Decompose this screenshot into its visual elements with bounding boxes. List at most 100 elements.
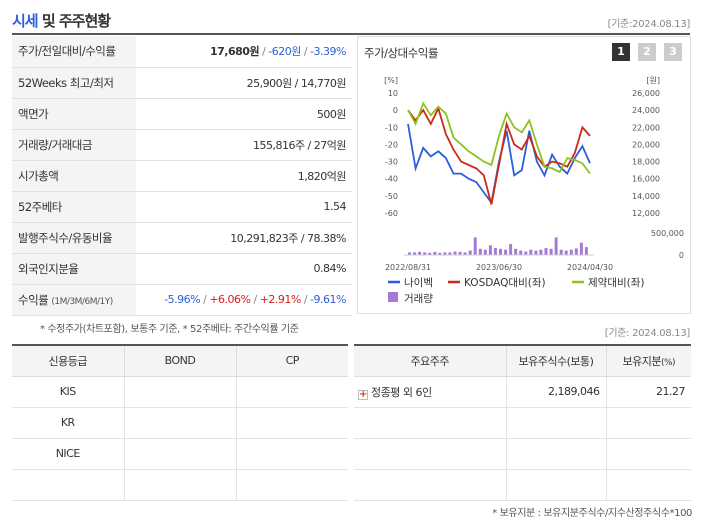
volume-bar (468, 250, 472, 255)
info-label: 수익률 (18, 292, 49, 307)
info-row: 52Weeks 최고/최저 25,900원 / 14,770원 (12, 67, 352, 99)
price-change-rate: -3.39% (310, 45, 346, 59)
x-tick-label: 2024/04/30 (567, 263, 613, 272)
volume-bar (549, 248, 553, 255)
title-rest: 및 주주현황 (37, 12, 111, 30)
volume-bar (448, 252, 452, 255)
volume-bar (529, 249, 533, 255)
info-row: 외국인지분율 0.84% (12, 253, 352, 285)
y-tick-right: 26,000 (632, 89, 660, 98)
period-button-3[interactable]: 3 (664, 43, 682, 61)
volume-tick: 0 (679, 251, 684, 260)
bond-grade (124, 376, 237, 408)
volume-tick: 500,000 (651, 229, 684, 238)
info-value: 1.54 (136, 191, 352, 223)
volume-bar (408, 252, 411, 255)
info-row: 거래량/거래대금 155,816주 / 27억원 (12, 129, 352, 161)
y-unit-left: [%] (384, 76, 398, 85)
volume-bar (463, 252, 467, 255)
y-tick-right: 18,000 (632, 158, 660, 167)
y-tick-right: 12,000 (632, 209, 660, 218)
return-1y: -9.61% (310, 293, 346, 306)
page-title: 시세 및 주주현황 (12, 10, 111, 31)
table-row (354, 469, 691, 501)
y-tick-left: 0 (393, 106, 398, 115)
shareholder-shares: 2,189,046 (506, 376, 607, 408)
stake-footnote: * 보유지분 : 보유지분주식수/지수산정주식수*100 (492, 508, 692, 519)
info-value: 500원 (136, 98, 352, 130)
volume-bar (544, 248, 548, 255)
price-info-table: 주가/전일대비/수익률 17,680원 / -620원 / -3.39% 52W… (12, 36, 352, 316)
agency-name: KIS (12, 376, 125, 408)
cp-grade (236, 407, 348, 439)
info-row: 52주베타 1.54 (12, 191, 352, 223)
y-tick-left: -20 (385, 140, 398, 149)
price-change: -620원 (268, 45, 301, 59)
volume-bar (534, 250, 538, 255)
y-tick-left: 10 (388, 89, 398, 98)
info-label: 52Weeks 최고/최저 (12, 67, 136, 99)
agency-name: NICE (12, 438, 125, 470)
y-tick-right: 24,000 (632, 106, 660, 115)
legend-label: 나이벡 (404, 277, 433, 289)
info-label: 거래량/거래대금 (12, 129, 136, 161)
table-row: NICE (12, 438, 348, 470)
legend-swatch (388, 292, 398, 302)
info-row-returns: 수익률 (1M/3M/6M/1Y) -5.96% / +6.06% / +2.9… (12, 284, 352, 316)
agency-name (12, 469, 125, 501)
x-tick-label: 2023/06/30 (476, 263, 522, 272)
series-line-1 (407, 105, 591, 205)
volume-bar (584, 247, 588, 255)
volume-bar (539, 249, 543, 255)
info-label: 외국인지분율 (12, 253, 136, 285)
volume-bar (579, 242, 583, 255)
chart-panel: 주가/상대수익률 1 2 3 [%] [원] 10 26,000 0 24,000 -10 2… (357, 36, 691, 314)
info-value: 155,816주 / 27억원 (136, 129, 352, 161)
info-row: 발행주식수/유동비율 10,291,823주 / 78.38% (12, 222, 352, 254)
volume-bar (428, 252, 432, 255)
base-date: [기준:2024.08.13] (607, 19, 691, 30)
table-row (354, 438, 691, 470)
volume-bar (509, 244, 513, 255)
period-button-2[interactable]: 2 (638, 43, 656, 61)
info-label: 발행주식수/유동비율 (12, 222, 136, 254)
volume-bar (433, 251, 437, 255)
info-label: 주가/전일대비/수익률 (12, 36, 136, 68)
return-6m: +2.91% (259, 293, 302, 306)
info-footnote: * 수정주가(차트포함), 보통주 기준, * 52주베타: 주간수익률 기준 (40, 324, 299, 335)
info-value: 0.84% (136, 253, 352, 285)
volume-bar (488, 245, 492, 255)
agency-name: KR (12, 407, 125, 439)
cp-grade (236, 469, 348, 501)
info-value: 1,820억원 (136, 160, 352, 192)
table-row: + 정종평 외 6인 2,189,046 21.27 (354, 376, 691, 408)
col-shareholder: 주요주주 (354, 344, 507, 377)
y-tick-left: -40 (385, 175, 398, 184)
expand-icon[interactable]: + (358, 388, 368, 400)
volume-bar (458, 251, 462, 255)
table-row: KR (12, 407, 348, 439)
volume-bar (519, 250, 523, 255)
y-tick-right: 20,000 (632, 140, 660, 149)
volume-bar (569, 249, 573, 255)
y-unit-right: [원] (646, 76, 660, 85)
volume-bar (504, 249, 508, 255)
return-3m: +6.06% (209, 293, 251, 306)
col-shares: 보유주식수(보통) (506, 344, 607, 377)
bond-grade (124, 407, 237, 439)
shareholder-name[interactable]: 정종평 외 6인 (371, 385, 432, 399)
volume-bar (443, 252, 447, 255)
cp-grade (236, 376, 348, 408)
series-line-2 (407, 101, 591, 175)
volume-bar (483, 249, 487, 255)
info-row: 시가총액 1,820억원 (12, 160, 352, 192)
col-bond: BOND (124, 344, 237, 377)
credit-rating-table: 신용등급 BOND CP KIS KR NICE (12, 344, 348, 501)
bond-grade (124, 438, 237, 470)
y-tick-right: 14,000 (632, 192, 660, 201)
legend-label: 제약대비(좌) (588, 277, 645, 289)
y-tick-left: -30 (385, 158, 398, 167)
period-button-1[interactable]: 1 (612, 43, 630, 61)
legend-label: KOSDAQ대비(좌) (464, 277, 546, 289)
y-tick-left: -10 (385, 123, 398, 132)
